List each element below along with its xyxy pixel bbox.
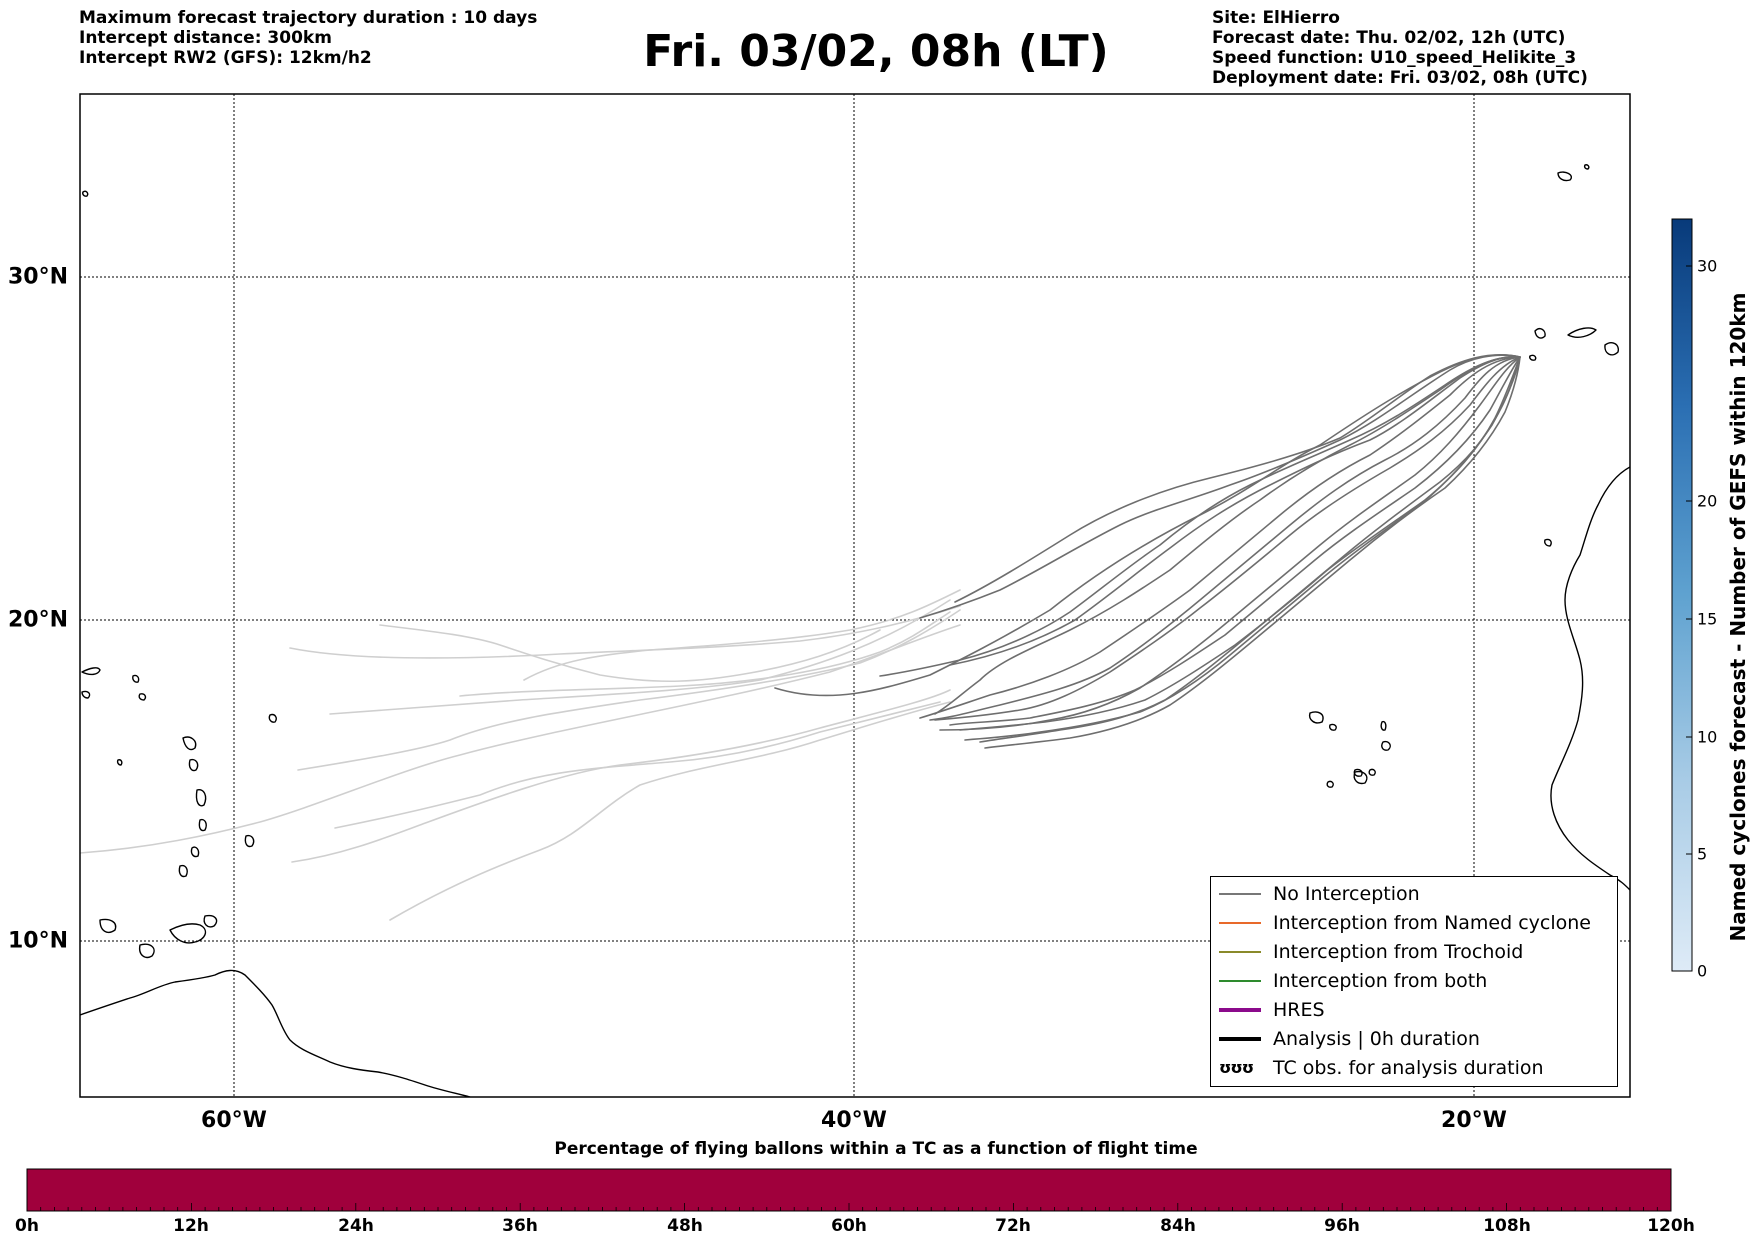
coastlines xyxy=(80,164,1630,1097)
legend-swatch xyxy=(1219,893,1261,895)
header-info-left: Maximum forecast trajectory duration : 1… xyxy=(79,8,537,68)
legend-label: Analysis | 0h duration xyxy=(1273,1028,1480,1050)
map-gridlines xyxy=(80,94,1630,1097)
legend-label: Interception from both xyxy=(1273,970,1488,992)
legend-item-both: Interception from both xyxy=(1211,968,1617,994)
header-line-duration: Maximum forecast trajectory duration : 1… xyxy=(79,8,538,28)
map-legend: No Interception Interception from Named … xyxy=(1210,876,1618,1087)
legend-label: HRES xyxy=(1273,999,1325,1021)
lon-label-20w: 20°W xyxy=(1441,1108,1507,1133)
legend-swatch xyxy=(1219,1008,1261,1012)
header-line-forecast-date: Forecast date: Thu. 02/02, 12h (UTC) xyxy=(1212,28,1566,48)
legend-item-analysis: Analysis | 0h duration xyxy=(1211,1026,1617,1052)
legend-item-named-cyclone: Interception from Named cyclone xyxy=(1211,910,1617,936)
legend-swatch xyxy=(1219,922,1261,924)
flight-time-tick: 96h xyxy=(1324,1216,1360,1236)
faded-trajectories xyxy=(80,589,961,921)
no-interception-trajectories xyxy=(774,353,1521,749)
colorbar-tick: 30 xyxy=(1697,256,1718,276)
header-line-distance: Intercept distance: 300km xyxy=(79,28,332,48)
flight-time-tick: 120h xyxy=(1647,1216,1695,1236)
tc-symbol-icon: ʊʊʊ xyxy=(1219,1058,1254,1077)
legend-label: TC obs. for analysis duration xyxy=(1273,1057,1544,1079)
legend-item-no-interception: No Interception xyxy=(1211,881,1617,907)
colorbar-tick: 10 xyxy=(1697,727,1718,747)
lat-label-20n: 20°N xyxy=(8,607,69,633)
colorbar-tick: 15 xyxy=(1697,609,1718,629)
colorbar-tick: 5 xyxy=(1697,844,1708,864)
page-title: Fri. 03/02, 08h (LT) xyxy=(643,26,1109,77)
flight-time-bar-title: Percentage of flying ballons within a TC… xyxy=(554,1139,1198,1159)
header-line-speed-function: Speed function: U10_speed_Helikite_3 xyxy=(1212,48,1577,68)
flight-time-bar xyxy=(26,1168,1672,1212)
lat-label-30n: 30°N xyxy=(8,264,69,290)
flight-time-tick: 12h xyxy=(173,1216,209,1236)
flight-time-tick: 0h xyxy=(15,1216,39,1236)
legend-item-hres: HRES xyxy=(1211,997,1617,1023)
header-line-site: Site: ElHierro xyxy=(1212,8,1340,28)
header-line-intercept: Intercept RW2 (GFS): 12km/h2 xyxy=(79,48,372,68)
lat-label-10n: 10°N xyxy=(8,928,69,954)
header-line-deployment-date: Deployment date: Fri. 03/02, 08h (UTC) xyxy=(1212,68,1588,88)
flight-time-tick: 72h xyxy=(995,1216,1031,1236)
lon-label-40w: 40°W xyxy=(821,1108,887,1133)
cyclone-colorbar xyxy=(1671,218,1693,972)
legend-swatch xyxy=(1219,980,1261,982)
flight-time-tick: 24h xyxy=(338,1216,374,1236)
legend-label: No Interception xyxy=(1273,883,1420,905)
header-info-right: Site: ElHierro Forecast date: Thu. 02/02… xyxy=(1212,8,1588,88)
flight-time-tick: 60h xyxy=(831,1216,867,1236)
colorbar-title: Named cyclones forecast - Number of GEFS… xyxy=(1726,292,1750,942)
legend-swatch xyxy=(1219,951,1261,953)
legend-item-tc-obs: ʊʊʊ TC obs. for analysis duration xyxy=(1211,1055,1617,1081)
flight-time-tick: 108h xyxy=(1483,1216,1531,1236)
flight-time-tick: 36h xyxy=(502,1216,538,1236)
legend-label: Interception from Trochoid xyxy=(1273,941,1524,963)
legend-label: Interception from Named cyclone xyxy=(1273,912,1591,934)
map-frame xyxy=(79,93,1631,1098)
lon-label-60w: 60°W xyxy=(201,1108,267,1133)
flight-time-tick: 48h xyxy=(667,1216,703,1236)
legend-swatch xyxy=(1219,1037,1261,1041)
legend-item-trochoid: Interception from Trochoid xyxy=(1211,939,1617,965)
flight-time-tick: 84h xyxy=(1160,1216,1196,1236)
colorbar-tick: 20 xyxy=(1697,491,1718,511)
colorbar-tick: 0 xyxy=(1697,961,1708,981)
